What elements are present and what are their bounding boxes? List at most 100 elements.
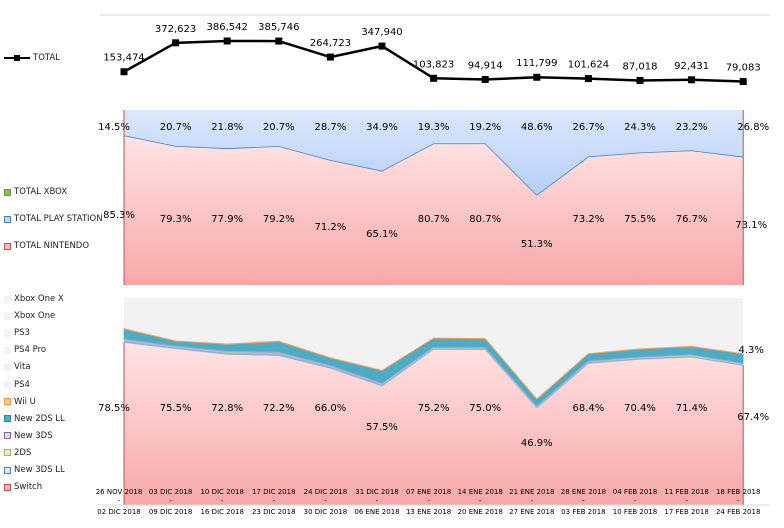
x-tick-label-end: 02 DIC 2018 bbox=[97, 508, 141, 516]
legend-ps4-pro: PS4 Pro bbox=[4, 345, 46, 355]
swatch-icon bbox=[4, 415, 11, 423]
x-tick-dash: - bbox=[324, 497, 327, 505]
legend-xbox-one: Xbox One bbox=[4, 311, 55, 321]
total-data-label: 386,542 bbox=[207, 22, 248, 33]
x-tick-label-start: 10 DIC 2018 bbox=[200, 488, 244, 496]
swatch-icon bbox=[4, 449, 11, 457]
switch-data-label: 66.0% bbox=[315, 403, 347, 414]
playstation-data-label: 20.7% bbox=[160, 122, 192, 133]
total-marker bbox=[378, 42, 386, 50]
nintendo-data-label: 51.3% bbox=[521, 239, 553, 250]
x-tick-label-end: 20 ENE 2018 bbox=[458, 508, 503, 516]
total-marker bbox=[688, 76, 696, 84]
x-tick-label-start: 24 DIC 2018 bbox=[304, 488, 348, 496]
swatch-icon bbox=[4, 466, 11, 474]
legend-label: Xbox One bbox=[14, 311, 56, 322]
total-marker bbox=[481, 75, 489, 83]
total-data-label: 92,431 bbox=[674, 61, 709, 72]
nintendo-data-label: 71.2% bbox=[315, 222, 347, 233]
swatch-icon bbox=[4, 483, 11, 491]
legend-label: Vita bbox=[14, 362, 31, 373]
legend-label: PS3 bbox=[14, 328, 30, 339]
legend-label: TOTAL NINTENDO bbox=[14, 241, 90, 251]
x-tick-label-end: 23 DIC 2018 bbox=[252, 508, 296, 516]
x-tick-label-end: 06 ENE 2018 bbox=[354, 508, 399, 516]
playstation-data-label: 24.3% bbox=[624, 122, 656, 133]
wii-u-area bbox=[123, 328, 744, 400]
x-tick-label-start: 11 FEB 2018 bbox=[664, 488, 708, 496]
x-tick-dash: - bbox=[685, 497, 688, 505]
legend-label: 2DS bbox=[14, 447, 32, 458]
x-tick-dash: - bbox=[427, 497, 430, 505]
switch-data-label: 68.4% bbox=[573, 403, 605, 414]
total-data-label: 372,623 bbox=[155, 24, 196, 35]
total-marker bbox=[120, 68, 128, 76]
legend-switch: Switch bbox=[4, 482, 42, 492]
swatch-icon bbox=[4, 432, 11, 440]
total-data-label: 264,723 bbox=[310, 38, 351, 49]
x-tick-label-start: 04 FEB 2018 bbox=[613, 488, 657, 496]
x-tick-dash: - bbox=[118, 497, 121, 505]
legend-label: Switch bbox=[14, 482, 43, 493]
x-tick-label-start: 14 ENE 2018 bbox=[458, 488, 503, 496]
switch-data-label: 75.0% bbox=[469, 403, 501, 414]
x-tick-dash: - bbox=[737, 497, 740, 505]
x-tick-label-start: 17 DIC 2018 bbox=[252, 488, 296, 496]
switch-data-label: 72.2% bbox=[263, 403, 295, 414]
switch-data-label: 70.4% bbox=[624, 403, 656, 414]
x-tick-label-start: 07 ENE 2018 bbox=[406, 488, 451, 496]
swatch-icon bbox=[4, 363, 11, 371]
nintendo-data-label: 75.5% bbox=[624, 214, 656, 225]
switch-data-label: 67.4% bbox=[737, 412, 769, 423]
x-tick-label-start: 21 ENE 2018 bbox=[509, 488, 554, 496]
legend-label: Xbox One X bbox=[14, 294, 64, 304]
total-data-label: 111,799 bbox=[516, 58, 557, 69]
switch-data-label: 78.5% bbox=[98, 403, 130, 414]
x-tick-label-end: 16 DIC 2018 bbox=[200, 508, 244, 516]
legend-total-nintendo: TOTAL NINTENDO bbox=[4, 241, 89, 251]
swatch-icon bbox=[4, 381, 11, 388]
x-tick-label-end: 10 FEB 2018 bbox=[613, 508, 657, 516]
playstation-data-label: 19.3% bbox=[418, 122, 450, 133]
swatch-icon bbox=[4, 215, 11, 223]
legend-total-playstation: TOTAL PLAY STATION bbox=[4, 214, 103, 224]
legend-new-3ds-ll: New 3DS LL bbox=[4, 465, 65, 475]
legend-label: TOTAL XBOX bbox=[14, 187, 68, 197]
x-tick-label-start: 03 DIC 2018 bbox=[149, 488, 193, 496]
total-marker bbox=[636, 77, 644, 85]
total-marker bbox=[430, 74, 438, 82]
legend-total: TOTAL bbox=[4, 53, 60, 63]
total-marker bbox=[326, 53, 334, 61]
legend-label: New 3DS bbox=[14, 430, 53, 441]
playstation-data-label: 26.7% bbox=[573, 122, 605, 133]
playstation-data-label: 19.2% bbox=[469, 122, 501, 133]
total-data-label: 101,624 bbox=[568, 60, 609, 71]
x-tick-label-end: 13 ENE 2018 bbox=[406, 508, 451, 516]
x-tick-dash: - bbox=[376, 497, 379, 505]
playstation-data-label: 48.6% bbox=[521, 122, 553, 133]
legend-ps3: PS3 bbox=[4, 328, 30, 338]
playstation-data-label: 20.7% bbox=[263, 122, 295, 133]
legend-label: TOTAL bbox=[33, 53, 60, 63]
swatch-icon bbox=[4, 346, 11, 354]
total-data-label: 153,474 bbox=[103, 53, 144, 64]
legend-xbox-one-x: Xbox One X bbox=[4, 294, 64, 304]
x-tick-label-end: 27 ENE 2018 bbox=[509, 508, 554, 516]
swatch-icon bbox=[4, 329, 11, 337]
nintendo-data-label: 85.3% bbox=[103, 210, 135, 221]
playstation-data-label: 21.8% bbox=[211, 122, 243, 133]
x-tick-label-start: 28 ENE 2018 bbox=[561, 488, 606, 496]
total-data-label: 94,914 bbox=[468, 60, 503, 71]
legend-vita: Vita bbox=[4, 362, 31, 372]
legend-wii-u: Wii U bbox=[4, 397, 36, 407]
nintendo-data-label: 73.2% bbox=[573, 214, 605, 225]
total-data-label: 87,018 bbox=[623, 62, 658, 73]
x-tick-label-end: 09 DIC 2018 bbox=[149, 508, 193, 516]
x-tick-dash: - bbox=[221, 497, 224, 505]
total-marker bbox=[275, 37, 283, 45]
nintendo-data-label: 79.2% bbox=[263, 214, 295, 225]
legend-label: New 2DS LL bbox=[14, 413, 65, 424]
x-tick-dash: - bbox=[273, 497, 276, 505]
new-2ds-ll-data-label: 4.3% bbox=[738, 345, 763, 356]
